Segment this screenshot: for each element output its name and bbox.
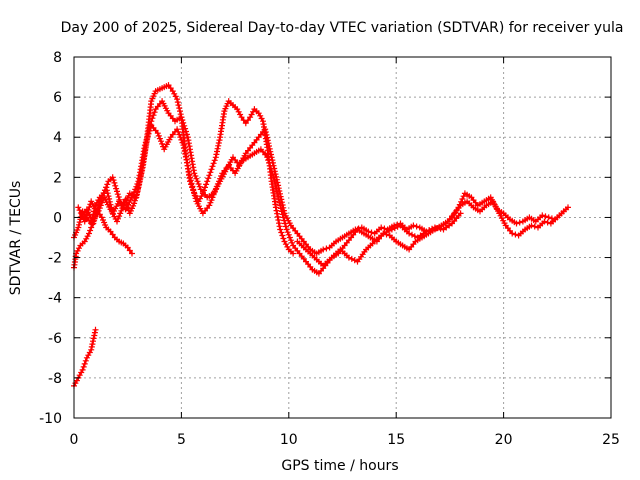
y-tick-labels: -10 -8 -6 -4 -2 0 2 4 6 8 — [39, 50, 62, 427]
y-tick-label: 2 — [53, 170, 62, 186]
x-tick-label: 15 — [387, 432, 405, 448]
x-tick-label: 25 — [602, 432, 620, 448]
y-tick-label: 8 — [53, 50, 62, 66]
y-tick-label: 6 — [53, 90, 62, 106]
y-tick-label: -10 — [39, 411, 62, 427]
series-track-6 — [294, 210, 464, 269]
data-series — [71, 82, 571, 389]
x-tick-label: 0 — [70, 432, 79, 448]
series-markers — [294, 210, 464, 269]
x-axis-label: GPS time / hours — [281, 458, 398, 474]
y-tick-label: -4 — [48, 291, 62, 307]
x-tick-label: 5 — [177, 432, 186, 448]
y-axis-label: SDTVAR / TECUs — [8, 181, 24, 296]
x-tick-label: 20 — [495, 432, 513, 448]
x-tick-labels: 0 5 10 15 20 25 — [70, 432, 620, 448]
chart-title: Day 200 of 2025, Sidereal Day-to-day VTE… — [61, 20, 624, 36]
plot-frame — [73, 56, 612, 419]
y-tick-label: -2 — [48, 251, 62, 267]
axis-ticks — [73, 56, 612, 419]
x-tick-label: 10 — [280, 432, 298, 448]
y-tick-label: -8 — [48, 371, 62, 387]
y-tick-label: 0 — [53, 210, 62, 226]
y-tick-label: 4 — [53, 130, 62, 146]
y-tick-label: -6 — [48, 331, 62, 347]
grid — [74, 57, 611, 418]
